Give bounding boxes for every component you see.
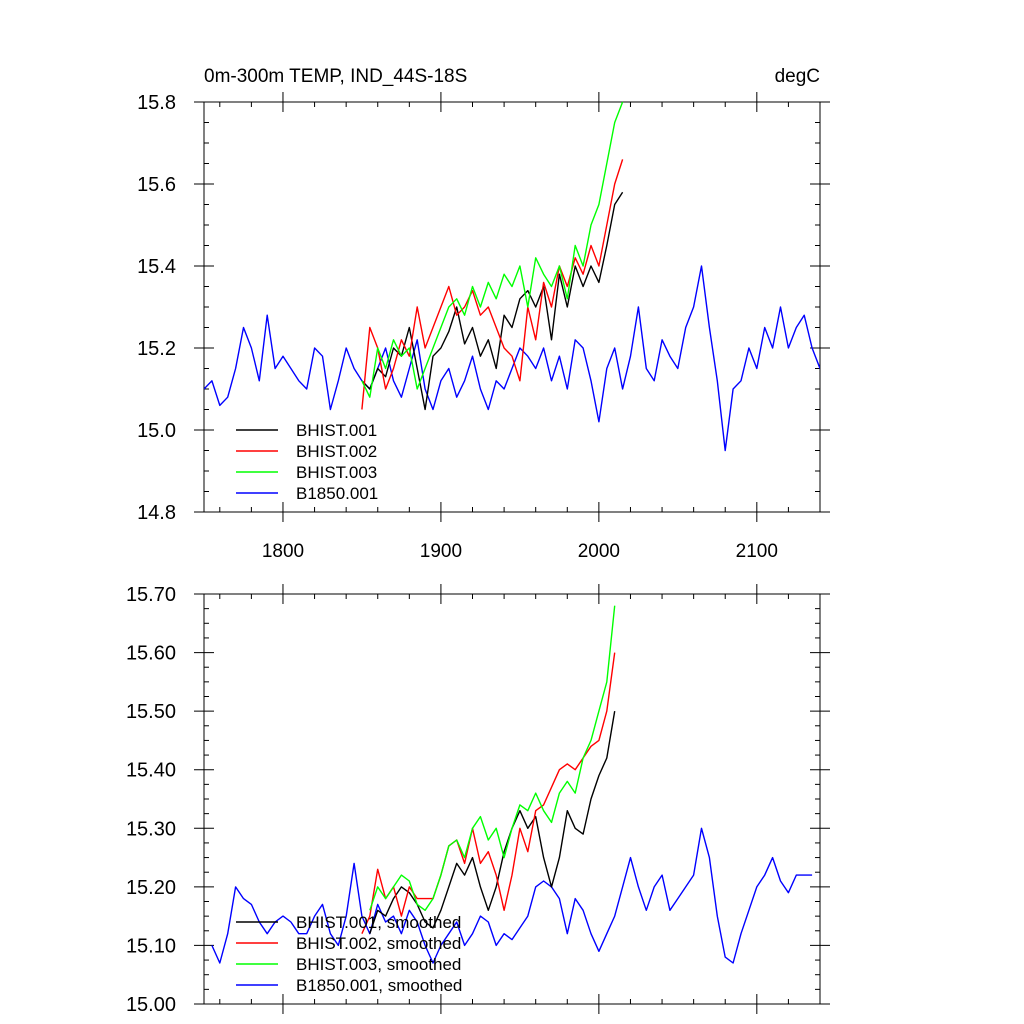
y-tick-label: 15.4 — [137, 256, 176, 278]
chart-title: 0m-300m TEMP, IND_44S-18S — [204, 66, 467, 87]
series-line-bhist-002-smoothed — [361, 652, 616, 934]
series-line-bhist-001-smoothed — [369, 710, 616, 934]
y-tick-label: 15.50 — [126, 701, 176, 723]
legend-label: BHIST.002 — [296, 442, 377, 461]
y-tick-label: 15.6 — [137, 174, 176, 196]
y-tick-label: 15.00 — [126, 994, 176, 1016]
series-line-bhist-002 — [361, 159, 624, 410]
y-tick-label: 15.20 — [126, 877, 176, 899]
legend-label: B1850.001 — [296, 484, 378, 503]
y-tick-label: 15.40 — [126, 760, 176, 782]
y-tick-label: 15.0 — [137, 420, 176, 442]
legend-label: BHIST.001 — [296, 421, 377, 440]
y-tick-label: 15.8 — [137, 92, 176, 114]
y-tick-label: 15.10 — [126, 935, 176, 957]
x-tick-label: 2000 — [578, 541, 620, 562]
legend-label: B1850.001, smoothed — [296, 976, 462, 995]
series-line-bhist-003 — [361, 101, 624, 398]
y-tick-label: 14.8 — [137, 502, 176, 524]
y-tick-label: 15.30 — [126, 818, 176, 840]
y-tick-label: 15.2 — [137, 338, 176, 360]
x-tick-label: 1900 — [420, 541, 462, 562]
series-line-b1850-001-smoothed — [211, 827, 813, 964]
legend-label: BHIST.001, smoothed — [296, 913, 461, 932]
series-line-bhist-001 — [361, 191, 624, 411]
y-tick-label: 15.60 — [126, 643, 176, 665]
y-tick-label: 15.70 — [126, 584, 176, 606]
legend-label: BHIST.003 — [296, 463, 377, 482]
legend-label: BHIST.003, smoothed — [296, 955, 461, 974]
x-tick-label: 1800 — [262, 541, 304, 562]
bottom-panel: 15.00 15.10 15.20 15.30 15.40 15.50 15.60 15.70… — [126, 584, 830, 1016]
top-panel: 1800 1900 2000 2100 14.8 15.0 15.2 15.4 15.6 15.8… — [137, 92, 830, 562]
series-line-b1850-001 — [204, 265, 820, 452]
x-tick-label: 2100 — [736, 541, 778, 562]
legend-label: BHIST.002, smoothed — [296, 934, 461, 953]
series-line-bhist-003-smoothed — [369, 605, 616, 911]
chart-units: degC — [775, 66, 820, 87]
